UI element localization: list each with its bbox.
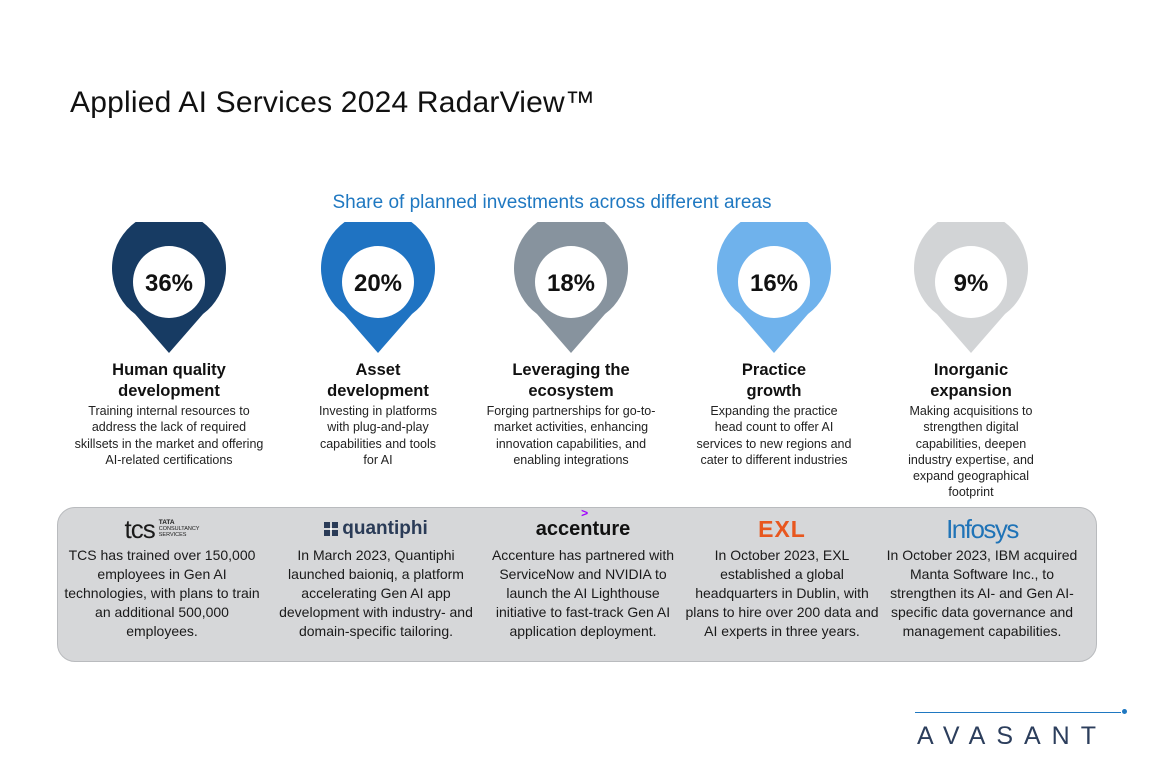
area-heading: Asset development [327,361,429,400]
percentage-value: 18% [547,270,595,297]
pin-hole [133,246,205,318]
provider-example: EXL In October 2023, EXL established a g… [684,512,880,641]
area-heading: Human quality development [112,361,226,400]
map-pin-marker: 9% [914,222,1028,353]
quantiphi-mark-icon [324,522,339,536]
accenture-logo: > accenture [535,505,631,540]
map-pin-marker: 16% [717,222,831,353]
area-description: Making acquisitions to strengthen digita… [908,404,1034,500]
provider-description: In October 2023, EXL established a globa… [685,547,879,639]
pin-hole [738,246,810,318]
provider-example: Infosys In October 2023, IBM acquired Ma… [884,512,1080,641]
area-description: Forging partnerships for go-to-market ac… [486,404,656,467]
area-heading: Practice growth [741,361,807,400]
provider-example: quantiphi In March 2023, Quantiphi launc… [278,512,474,641]
page-title: Applied AI Services 2024 RadarView™ [70,86,596,119]
investment-area: 18% Leveraging the ecosystem Forging par… [471,222,671,468]
quantiphi-logo: quantiphi [278,512,474,546]
map-pin-marker: 20% [321,222,435,353]
investment-area: 20% Asset development Investing in platf… [278,222,478,468]
provider-description: In March 2023, Quantiphi launched baioni… [279,547,473,639]
area-description: Investing in platforms with plug-and-pla… [318,404,438,467]
percentage-value: 16% [750,270,798,297]
provider-description: TCS has trained over 150,000 employees i… [64,547,260,639]
brand-dot [1122,709,1127,714]
provider-examples-panel [57,507,1097,662]
pin-hole [935,246,1007,318]
chart-subtitle: Share of planned investments across diff… [332,192,772,213]
pin-hole [535,246,607,318]
pin-hole [342,246,414,318]
brand-wordmark: AVASANT [917,722,1107,750]
brand-line [915,712,1121,713]
percentage-value: 9% [954,270,989,297]
area-description: Expanding the practice head count to off… [696,404,852,467]
provider-example: tcs TATA CONSULTANCY SERVICES TCS has tr… [64,512,260,641]
provider-description: In October 2023, IBM acquired Manta Soft… [886,547,1078,639]
investment-area: 36% Human quality development Training i… [69,222,269,468]
tcs-logo: tcs TATA CONSULTANCY SERVICES [124,513,200,544]
provider-example: > accenture Accenture has partnered with… [485,505,681,641]
percentage-value: 20% [354,270,402,297]
investment-area: 9% Inorganic expansion Making acquisitio… [871,222,1071,501]
map-pin-marker: 18% [514,222,628,353]
exl-logo: EXL [758,515,806,542]
map-pin-marker: 36% [112,222,226,353]
infosys-logo: Infosys [946,513,1019,544]
area-heading: Leveraging the ecosystem [512,361,630,400]
area-description: Training internal resources to address t… [74,404,264,467]
provider-description: Accenture has partnered with ServiceNow … [491,547,675,639]
investment-area: 16% Practice growth Expanding the practi… [674,222,874,468]
area-heading: Inorganic expansion [930,361,1012,400]
percentage-value: 36% [145,270,193,297]
